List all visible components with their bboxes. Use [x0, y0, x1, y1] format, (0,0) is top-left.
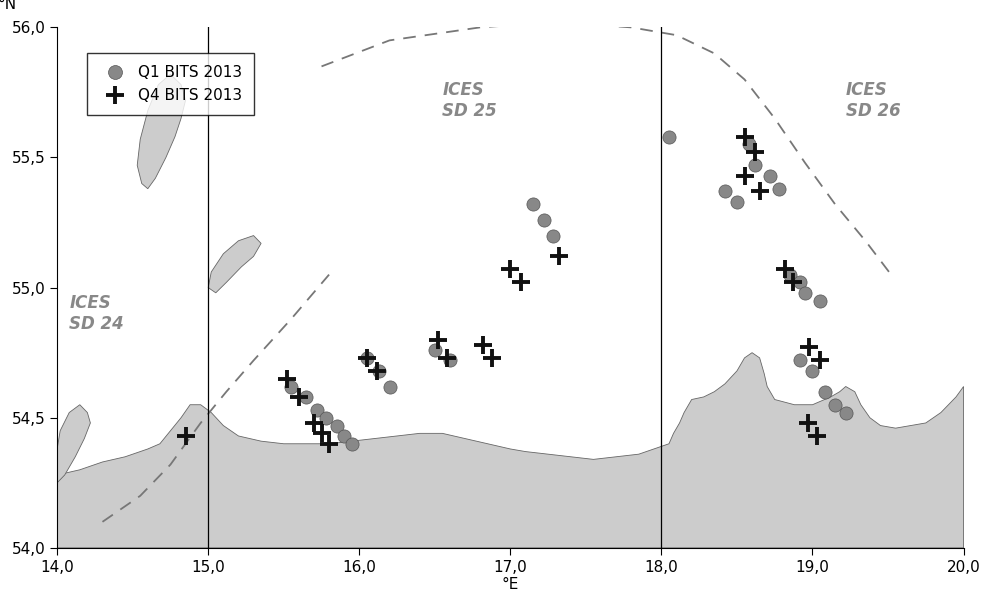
- Text: ICES
SD 24: ICES SD 24: [69, 294, 124, 333]
- Point: [551, 252, 567, 261]
- Point: [777, 264, 793, 274]
- Point: [810, 431, 825, 441]
- Polygon shape: [208, 236, 261, 293]
- Point: [661, 132, 676, 142]
- Point: [306, 418, 321, 428]
- Point: [717, 187, 733, 196]
- Point: [321, 439, 337, 448]
- Point: [747, 148, 763, 157]
- Text: ICES
SD 26: ICES SD 26: [846, 81, 900, 120]
- Point: [737, 132, 752, 142]
- Point: [793, 277, 809, 287]
- Polygon shape: [57, 353, 963, 548]
- Point: [545, 231, 561, 240]
- Point: [785, 277, 801, 287]
- Point: [762, 171, 778, 181]
- Point: [747, 160, 763, 170]
- Point: [800, 418, 815, 428]
- Point: [291, 392, 307, 402]
- Point: [526, 200, 541, 209]
- Legend: Q1 BITS 2013, Q4 BITS 2013: Q1 BITS 2013, Q4 BITS 2013: [88, 53, 254, 115]
- Point: [427, 345, 443, 355]
- Point: [371, 366, 387, 376]
- Point: [309, 405, 324, 415]
- Point: [442, 356, 458, 365]
- Y-axis label: °N: °N: [0, 0, 17, 12]
- Point: [382, 382, 397, 391]
- Point: [812, 356, 828, 365]
- Point: [328, 421, 344, 431]
- Point: [535, 215, 551, 225]
- Point: [336, 431, 352, 441]
- Point: [771, 184, 787, 194]
- Point: [793, 356, 809, 365]
- Point: [802, 343, 817, 352]
- Point: [751, 187, 767, 196]
- Point: [838, 408, 854, 417]
- Point: [805, 366, 820, 376]
- Point: [797, 288, 812, 298]
- Text: ICES
SD 25: ICES SD 25: [443, 81, 497, 120]
- Point: [729, 197, 744, 206]
- Point: [279, 374, 295, 383]
- Point: [782, 270, 798, 279]
- Point: [344, 439, 360, 448]
- Point: [812, 296, 828, 306]
- Point: [503, 264, 519, 274]
- Point: [741, 140, 757, 150]
- Point: [314, 429, 329, 438]
- Point: [439, 353, 455, 362]
- Point: [827, 400, 843, 410]
- Point: [484, 353, 500, 362]
- Point: [816, 387, 832, 396]
- X-axis label: °E: °E: [502, 578, 519, 593]
- Point: [177, 431, 193, 441]
- Point: [513, 277, 528, 287]
- Polygon shape: [57, 405, 91, 483]
- Point: [299, 392, 315, 402]
- Point: [359, 353, 375, 362]
- Point: [475, 340, 491, 350]
- Point: [283, 382, 299, 391]
- Point: [430, 335, 446, 344]
- Point: [370, 366, 386, 376]
- Point: [318, 413, 334, 423]
- Point: [359, 353, 375, 362]
- Point: [737, 171, 752, 181]
- Polygon shape: [137, 74, 185, 189]
